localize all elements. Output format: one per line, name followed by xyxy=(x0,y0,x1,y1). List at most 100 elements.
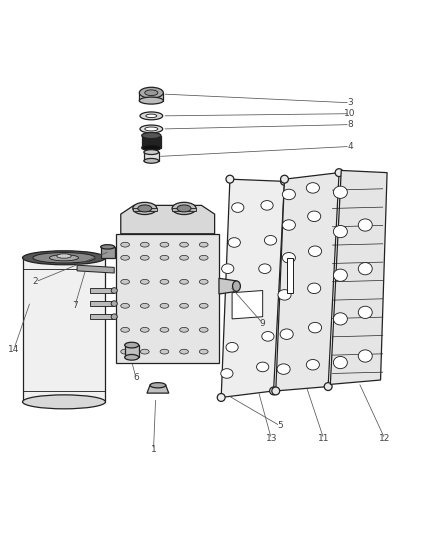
Ellipse shape xyxy=(265,236,277,245)
Ellipse shape xyxy=(125,342,139,348)
Text: 3: 3 xyxy=(347,98,353,107)
Ellipse shape xyxy=(172,203,196,215)
Text: 14: 14 xyxy=(8,345,19,354)
Ellipse shape xyxy=(121,303,130,308)
Ellipse shape xyxy=(139,87,163,98)
Ellipse shape xyxy=(199,327,208,332)
Polygon shape xyxy=(221,179,285,398)
Polygon shape xyxy=(276,173,339,391)
Ellipse shape xyxy=(358,219,372,231)
Ellipse shape xyxy=(180,349,188,354)
Ellipse shape xyxy=(138,205,152,212)
Ellipse shape xyxy=(306,183,319,193)
Ellipse shape xyxy=(145,90,158,95)
Ellipse shape xyxy=(226,175,234,183)
Ellipse shape xyxy=(139,97,163,104)
Text: 2: 2 xyxy=(33,277,39,286)
Ellipse shape xyxy=(257,362,269,372)
Ellipse shape xyxy=(141,279,149,284)
Text: 10: 10 xyxy=(344,109,356,118)
Polygon shape xyxy=(121,205,215,234)
Ellipse shape xyxy=(177,205,191,212)
Text: 5: 5 xyxy=(277,422,283,430)
Ellipse shape xyxy=(306,359,319,370)
Polygon shape xyxy=(287,258,293,293)
Text: 11: 11 xyxy=(318,434,329,443)
Ellipse shape xyxy=(228,238,240,247)
Ellipse shape xyxy=(180,303,188,308)
Polygon shape xyxy=(90,314,114,319)
Ellipse shape xyxy=(160,349,169,354)
Ellipse shape xyxy=(121,327,130,332)
Polygon shape xyxy=(142,135,161,148)
Ellipse shape xyxy=(180,255,188,260)
Ellipse shape xyxy=(180,327,188,332)
Ellipse shape xyxy=(141,349,149,354)
Ellipse shape xyxy=(232,203,244,212)
Ellipse shape xyxy=(121,243,130,247)
Text: 12: 12 xyxy=(379,434,391,443)
Ellipse shape xyxy=(160,279,169,284)
Ellipse shape xyxy=(333,269,347,281)
Ellipse shape xyxy=(141,303,149,308)
Ellipse shape xyxy=(283,189,295,200)
Ellipse shape xyxy=(111,288,117,293)
Polygon shape xyxy=(77,265,114,273)
Ellipse shape xyxy=(307,283,321,294)
Text: 6: 6 xyxy=(133,373,139,382)
Ellipse shape xyxy=(199,255,208,260)
Text: 9: 9 xyxy=(260,319,265,328)
Polygon shape xyxy=(172,208,196,211)
Ellipse shape xyxy=(133,203,157,215)
Ellipse shape xyxy=(22,395,106,409)
Ellipse shape xyxy=(221,369,233,378)
Ellipse shape xyxy=(281,177,288,185)
Ellipse shape xyxy=(180,279,188,284)
Ellipse shape xyxy=(121,279,130,284)
Ellipse shape xyxy=(101,245,115,249)
Ellipse shape xyxy=(22,251,106,265)
Ellipse shape xyxy=(199,279,208,284)
Ellipse shape xyxy=(111,301,117,306)
Ellipse shape xyxy=(222,264,234,273)
Text: 8: 8 xyxy=(347,120,353,129)
Ellipse shape xyxy=(199,243,208,247)
Ellipse shape xyxy=(261,200,273,210)
Ellipse shape xyxy=(144,150,159,155)
Ellipse shape xyxy=(111,314,117,320)
Polygon shape xyxy=(101,247,115,258)
Ellipse shape xyxy=(217,393,225,401)
Ellipse shape xyxy=(199,303,208,308)
Ellipse shape xyxy=(121,255,130,260)
Ellipse shape xyxy=(281,175,288,183)
Ellipse shape xyxy=(142,144,161,151)
Ellipse shape xyxy=(280,329,293,340)
Ellipse shape xyxy=(121,349,130,354)
Text: 1: 1 xyxy=(151,446,156,454)
Ellipse shape xyxy=(150,383,166,388)
Ellipse shape xyxy=(233,281,240,292)
Text: 7: 7 xyxy=(72,301,78,310)
Ellipse shape xyxy=(33,253,95,263)
Polygon shape xyxy=(90,301,114,306)
Polygon shape xyxy=(117,234,219,362)
Ellipse shape xyxy=(160,243,169,247)
Ellipse shape xyxy=(160,303,169,308)
Ellipse shape xyxy=(283,253,295,263)
Ellipse shape xyxy=(358,350,372,362)
Ellipse shape xyxy=(324,383,332,391)
Ellipse shape xyxy=(144,158,159,163)
Ellipse shape xyxy=(262,332,274,341)
Ellipse shape xyxy=(199,349,208,354)
Ellipse shape xyxy=(335,169,343,176)
Polygon shape xyxy=(330,171,387,384)
Ellipse shape xyxy=(283,220,295,230)
Ellipse shape xyxy=(125,354,139,360)
Text: 4: 4 xyxy=(347,142,353,151)
Ellipse shape xyxy=(277,364,290,374)
Polygon shape xyxy=(22,258,106,402)
Ellipse shape xyxy=(333,186,347,198)
Ellipse shape xyxy=(278,289,291,300)
Polygon shape xyxy=(125,345,139,357)
Ellipse shape xyxy=(259,264,271,273)
